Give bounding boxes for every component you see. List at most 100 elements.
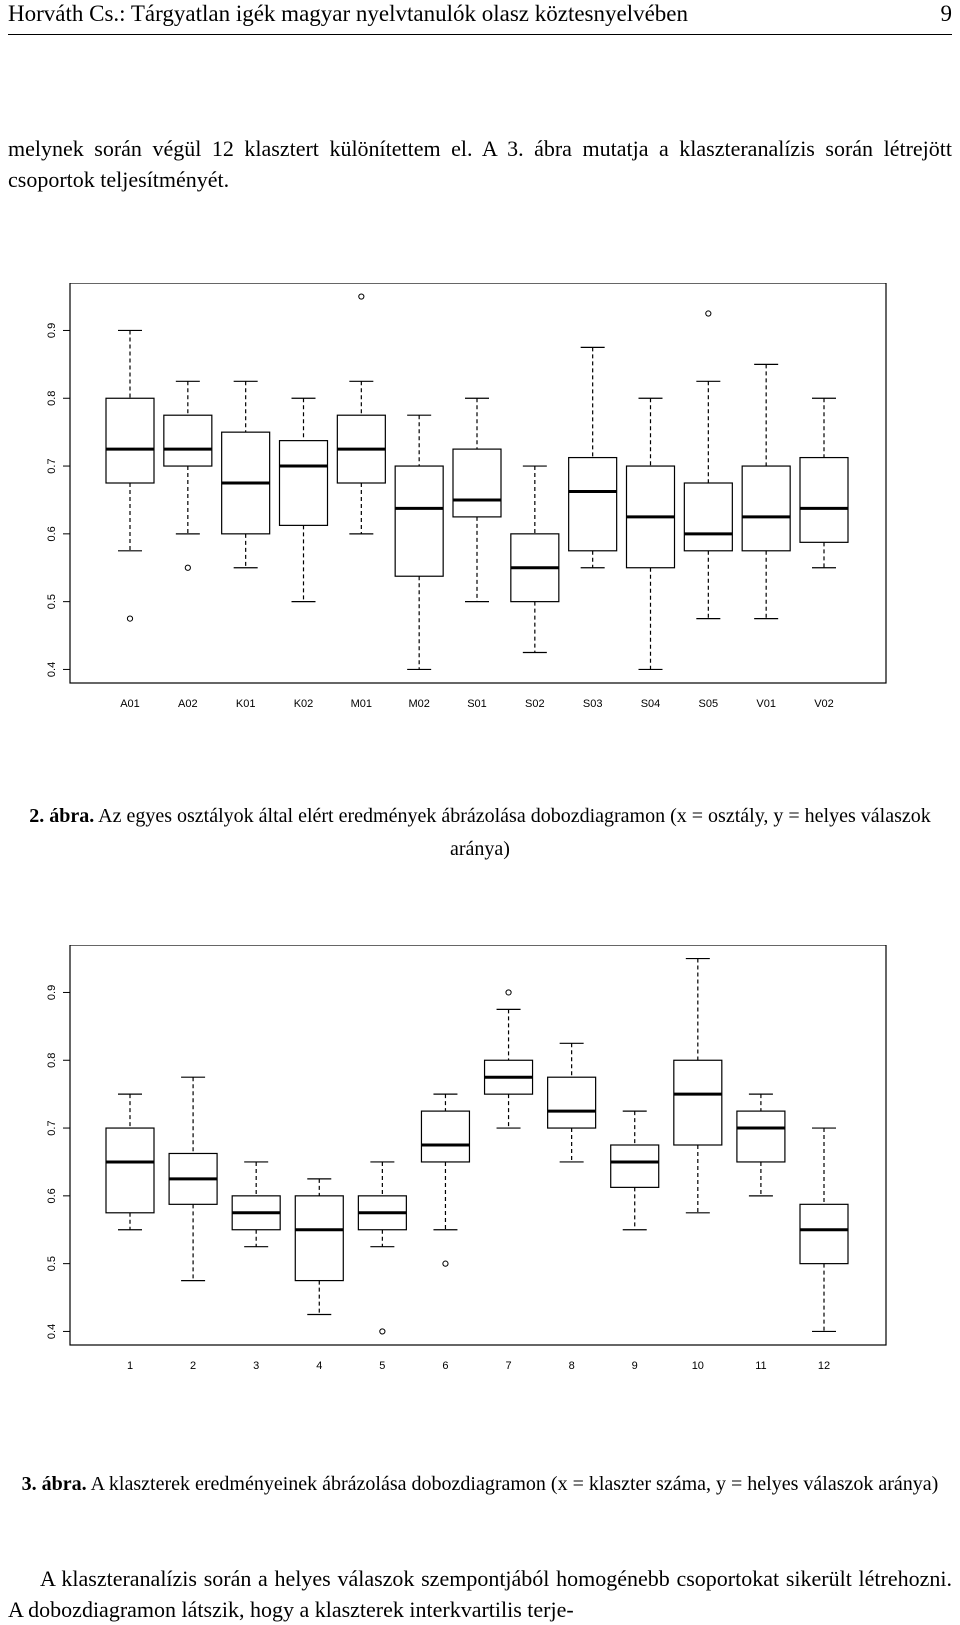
y-tick-label: 0.4 bbox=[46, 1324, 58, 1339]
x-tick-label: 3 bbox=[253, 1360, 259, 1372]
x-tick-label: 10 bbox=[692, 1360, 704, 1372]
x-tick-label: 8 bbox=[569, 1360, 575, 1372]
box-iqr bbox=[105, 397, 155, 484]
box-group bbox=[483, 989, 534, 1129]
y-tick-label: 0.5 bbox=[46, 1256, 58, 1271]
box-iqr bbox=[741, 465, 791, 552]
figure-2-text: Az egyes osztályok által elért eredménye… bbox=[98, 805, 931, 860]
x-tick-label: S02 bbox=[525, 698, 545, 710]
y-tick-label: 0.7 bbox=[46, 458, 58, 473]
figure-3-text: A klaszterek eredményeinek ábrázolása do… bbox=[90, 1473, 939, 1495]
box-group bbox=[673, 957, 723, 1214]
y-tick-label: 0.5 bbox=[46, 594, 58, 609]
box-iqr bbox=[105, 1127, 155, 1214]
box-group bbox=[231, 1161, 281, 1248]
running-title: Horváth Cs.: Tárgyatlan igék magyar nyel… bbox=[8, 1, 689, 26]
y-tick-label: 0.9 bbox=[46, 985, 58, 1000]
box-group bbox=[510, 465, 560, 654]
box-iqr bbox=[799, 456, 849, 543]
box-group bbox=[357, 1161, 407, 1335]
x-tick-label: 6 bbox=[442, 1360, 448, 1372]
bottom-paragraph: A klaszteranalízis során a helyes válasz… bbox=[8, 1566, 952, 1622]
x-tick-label: 2 bbox=[190, 1360, 196, 1372]
x-tick-label: A01 bbox=[120, 698, 140, 710]
x-tick-label: A02 bbox=[178, 698, 198, 710]
y-tick-label: 0.6 bbox=[46, 526, 58, 541]
box-group bbox=[420, 1093, 471, 1267]
x-tick-label: M02 bbox=[408, 698, 429, 710]
x-tick-label: 5 bbox=[379, 1360, 385, 1372]
box-group bbox=[278, 397, 329, 603]
box-group bbox=[741, 363, 791, 620]
x-tick-label: 7 bbox=[505, 1360, 511, 1372]
box-group bbox=[294, 1178, 344, 1316]
running-header: Horváth Cs.: Tárgyatlan igék magyar nyel… bbox=[8, 0, 952, 35]
box-group bbox=[547, 1042, 597, 1163]
x-tick-label: S04 bbox=[641, 698, 661, 710]
y-tick-label: 0.7 bbox=[46, 1120, 58, 1135]
outlier-point bbox=[126, 615, 134, 622]
x-tick-label: 9 bbox=[632, 1360, 638, 1372]
boxplot-chart-clusters: 0.40.50.60.70.80.91 2 3 4 5 6 7 8 9 10 11 12 bbox=[46, 945, 887, 1372]
box-iqr bbox=[736, 1110, 786, 1163]
box-iqr bbox=[683, 482, 733, 552]
box-group bbox=[105, 329, 155, 622]
outlier-point bbox=[379, 1328, 386, 1335]
box-group bbox=[168, 1076, 218, 1282]
x-tick-label: V02 bbox=[814, 698, 834, 710]
box-group bbox=[683, 310, 733, 620]
x-tick-label: S03 bbox=[583, 698, 603, 710]
box-iqr bbox=[568, 456, 618, 552]
box-iqr bbox=[420, 1110, 471, 1163]
box-group bbox=[610, 1110, 660, 1231]
outlier-point bbox=[705, 310, 712, 317]
x-tick-label: K02 bbox=[294, 698, 314, 710]
x-tick-label: 4 bbox=[316, 1360, 322, 1372]
box-group bbox=[336, 293, 386, 535]
x-tick-label: 12 bbox=[818, 1360, 830, 1372]
x-tick-label: S05 bbox=[699, 698, 719, 710]
y-tick-label: 0.4 bbox=[46, 662, 58, 677]
box-iqr bbox=[452, 448, 502, 518]
box-group bbox=[221, 380, 271, 569]
box-iqr bbox=[673, 1059, 723, 1146]
figure-3-label: 3. ábra. bbox=[21, 1473, 87, 1495]
box-iqr bbox=[610, 1144, 660, 1188]
figure-2-caption: 2. ábra. Az egyes osztályok által elért … bbox=[20, 800, 940, 866]
box-iqr bbox=[547, 1076, 597, 1129]
outlier-point bbox=[184, 564, 191, 571]
box-group bbox=[394, 414, 444, 671]
x-tick-label: V01 bbox=[756, 698, 776, 710]
x-tick-label: S01 bbox=[467, 698, 487, 710]
box-group bbox=[799, 397, 849, 569]
box-iqr bbox=[294, 1195, 344, 1282]
page-number: 9 bbox=[940, 1, 953, 26]
outlier-point bbox=[358, 293, 365, 300]
x-tick-label: K01 bbox=[236, 698, 256, 710]
box-iqr bbox=[163, 414, 213, 467]
y-tick-label: 0.8 bbox=[46, 391, 58, 406]
outlier-point bbox=[505, 989, 512, 996]
box-group bbox=[163, 380, 213, 571]
plot-frame bbox=[69, 945, 887, 1346]
y-tick-label: 0.6 bbox=[46, 1188, 58, 1203]
figure-3-caption: 3. ábra. A klaszterek eredményeinek ábrá… bbox=[20, 1468, 940, 1501]
x-tick-label: 1 bbox=[127, 1360, 133, 1372]
box-group bbox=[452, 397, 502, 603]
x-tick-label: 11 bbox=[755, 1360, 766, 1372]
box-group bbox=[799, 1127, 849, 1333]
intro-paragraph: melynek során végül 12 klasztert különít… bbox=[8, 136, 952, 192]
outlier-point bbox=[442, 1260, 449, 1267]
boxplot-chart-classes: 0.4 0.5 0.6 0.7 0.8 0.9 A01 A02 K01 K02 M01 M02 S01 S… bbox=[46, 283, 887, 710]
box-group bbox=[625, 397, 676, 671]
box-iqr bbox=[278, 440, 329, 526]
x-tick-label: M01 bbox=[351, 698, 372, 710]
box-group bbox=[105, 1093, 155, 1231]
box-iqr bbox=[799, 1203, 849, 1265]
y-tick-label: 0.9 bbox=[46, 323, 58, 338]
box-group bbox=[736, 1093, 786, 1197]
figure-2-label: 2. ábra. bbox=[29, 805, 95, 827]
y-tick-label: 0.8 bbox=[46, 1053, 58, 1068]
box-group bbox=[568, 346, 618, 569]
box-iqr bbox=[394, 465, 444, 577]
